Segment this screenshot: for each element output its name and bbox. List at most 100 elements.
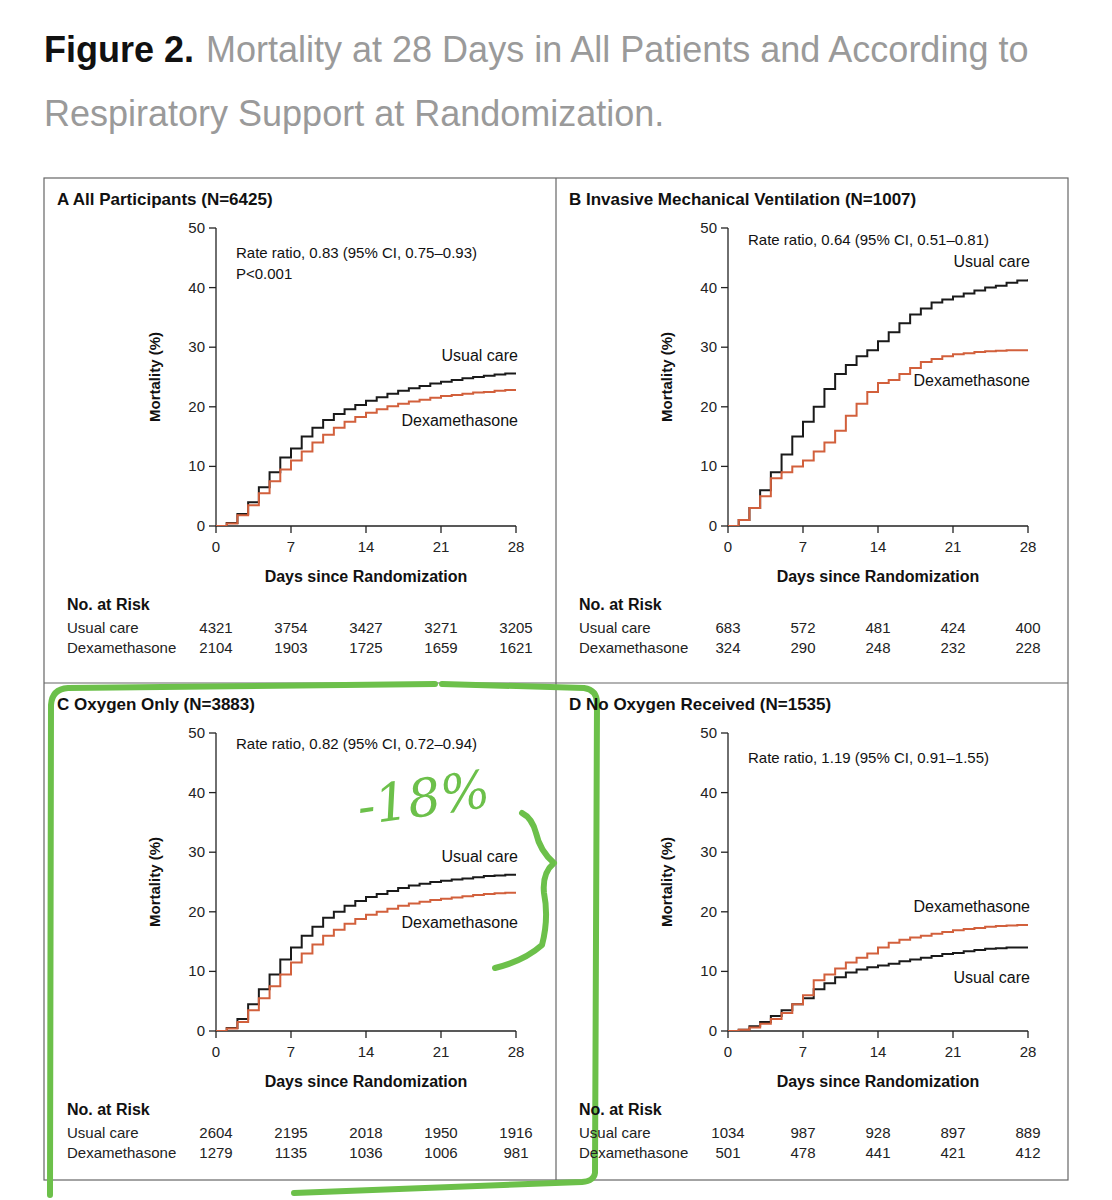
x-tick-label: 0 (212, 1043, 220, 1060)
y-tick (209, 911, 216, 912)
x-tick (877, 1031, 878, 1038)
handwritten-note: -18% (353, 759, 493, 837)
survival-curve (728, 279, 1028, 526)
at-risk-value: 290 (790, 639, 815, 656)
y-tick-label: 0 (197, 517, 205, 534)
y-tick-label: 10 (188, 457, 205, 474)
y-tick (209, 1030, 216, 1031)
x-tick-label: 0 (212, 538, 220, 555)
x-tick-label: 7 (287, 538, 295, 555)
x-axis-title: Days since Randomization (265, 568, 468, 585)
y-tick-label: 30 (700, 843, 717, 860)
panel: B Invasive Mechanical Ventilation (N=100… (569, 190, 1041, 656)
panel-title: A All Participants (N=6425) (57, 190, 273, 209)
at-risk-value: 2195 (274, 1124, 307, 1141)
at-risk-value: 3205 (499, 619, 532, 636)
annotation: Rate ratio, 0.83 (95% CI, 0.75–0.93) (236, 244, 477, 261)
curve-label: Usual care (442, 347, 519, 364)
at-risk-value: 981 (503, 1144, 528, 1161)
y-tick (209, 227, 216, 228)
y-axis-title: Mortality (%) (146, 332, 163, 422)
at-risk-value: 3271 (424, 619, 457, 636)
panel: D No Oxygen Received (N=1535)01020304050… (569, 695, 1041, 1161)
at-risk-value: 928 (865, 1124, 890, 1141)
at-risk-value: 501 (715, 1144, 740, 1161)
survival-curve (216, 373, 516, 526)
at-risk-value: 1621 (499, 639, 532, 656)
y-tick (209, 347, 216, 348)
survival-curve (216, 390, 516, 526)
y-tick (721, 347, 728, 348)
at-risk-value: 889 (1015, 1124, 1040, 1141)
x-tick (215, 526, 216, 533)
x-tick-label: 28 (1020, 1043, 1037, 1060)
y-axis (215, 228, 216, 526)
at-risk-row-label: Usual care (579, 1124, 651, 1141)
y-tick (721, 852, 728, 853)
y-tick-label: 10 (700, 962, 717, 979)
x-tick (877, 526, 878, 533)
panel: C Oxygen Only (N=3883)010203040500714212… (50, 684, 597, 1195)
x-tick (515, 526, 516, 533)
at-risk-row-label: Usual care (67, 1124, 139, 1141)
at-risk-value: 1725 (349, 639, 382, 656)
at-risk-value: 987 (790, 1124, 815, 1141)
at-risk-row-label: Dexamethasone (67, 639, 176, 656)
x-tick (727, 1031, 728, 1038)
at-risk-value: 1034 (711, 1124, 744, 1141)
x-tick-label: 7 (799, 1043, 807, 1060)
y-tick-label: 10 (188, 962, 205, 979)
at-risk-row-label: Dexamethasone (579, 1144, 688, 1161)
y-tick (721, 732, 728, 733)
x-tick (1027, 526, 1028, 533)
at-risk-value: 1135 (275, 1144, 307, 1161)
at-risk-title: No. at Risk (67, 596, 150, 613)
at-risk-value: 324 (715, 639, 740, 656)
y-tick (721, 287, 728, 288)
survival-curve (216, 892, 516, 1031)
y-axis (215, 733, 216, 1031)
y-tick-label: 50 (700, 724, 717, 741)
figure-label: Figure 2. (44, 29, 194, 70)
y-tick-label: 20 (188, 398, 205, 415)
at-risk-value: 2604 (199, 1124, 232, 1141)
curve-label: Usual care (442, 848, 519, 865)
x-axis-title: Days since Randomization (777, 568, 980, 585)
plot-area (728, 279, 1028, 526)
curve-label: Usual care (954, 969, 1031, 986)
y-tick (209, 287, 216, 288)
at-risk-value: 424 (940, 619, 965, 636)
at-risk-value: 1950 (424, 1124, 457, 1141)
at-risk-value: 248 (865, 639, 890, 656)
y-tick-label: 50 (188, 724, 205, 741)
y-axis (727, 228, 728, 526)
y-tick-label: 40 (188, 784, 205, 801)
figure: Figure 2. Mortality at 28 Days in All Pat… (0, 0, 1112, 1200)
y-tick-label: 20 (700, 398, 717, 415)
x-tick (802, 526, 803, 533)
plot-area (216, 874, 516, 1031)
panel: A All Participants (N=6425)0102030405007… (57, 190, 533, 656)
at-risk-value: 3754 (274, 619, 307, 636)
y-tick (721, 792, 728, 793)
y-tick (721, 406, 728, 407)
x-tick (440, 1031, 441, 1038)
curve-label: Dexamethasone (401, 412, 518, 429)
at-risk-value: 441 (865, 1144, 890, 1161)
x-tick-label: 28 (508, 538, 525, 555)
at-risk-value: 1036 (349, 1144, 382, 1161)
y-tick (209, 852, 216, 853)
y-tick (721, 466, 728, 467)
curve-label: Usual care (954, 253, 1031, 270)
x-tick-label: 7 (799, 538, 807, 555)
x-tick-label: 14 (358, 1043, 375, 1060)
panel-divider (555, 178, 556, 1180)
y-tick (721, 911, 728, 912)
y-tick-label: 0 (709, 1022, 717, 1039)
at-risk-value: 2018 (349, 1124, 382, 1141)
at-risk-value: 1903 (274, 639, 307, 656)
figure-title: Figure 2. Mortality at 28 Days in All Pat… (44, 29, 1028, 70)
y-tick-label: 50 (188, 219, 205, 236)
figure-title: Respiratory Support at Randomization. (44, 93, 664, 134)
figure-title-text: Mortality at 28 Days in All Patients and… (206, 29, 1028, 70)
